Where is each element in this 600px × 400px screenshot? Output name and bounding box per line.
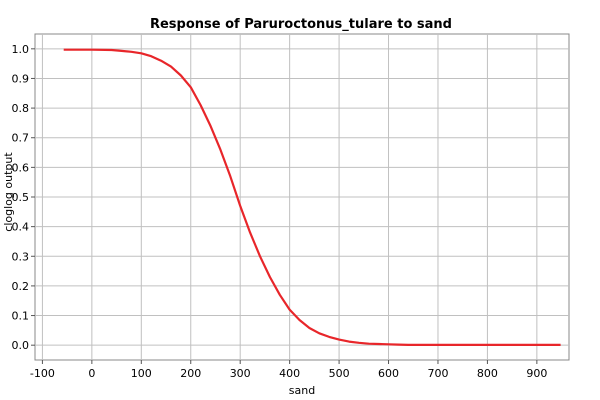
x-axis: -100 0 100 200 300 400 500 600 700 800 900 [30,360,547,380]
grid [35,34,569,360]
x-tick-label: 500 [329,367,350,380]
y-tick-label: 0.3 [12,250,30,263]
x-tick-label: 600 [378,367,399,380]
y-tick-label: 0.9 [12,72,30,85]
chart-title: Response of Paruroctonus_tulare to sand [150,17,452,32]
x-tick-label: 900 [526,367,547,380]
y-axis-label: cloglog output [2,152,15,232]
x-tick-label: 100 [131,367,152,380]
y-tick-label: 0.1 [12,310,30,323]
y-tick-label: 0.7 [12,132,30,145]
y-tick-label: 0.5 [12,191,30,204]
x-tick-label: 0 [88,367,95,380]
y-tick-label: 0.8 [12,102,30,115]
x-axis-label: sand [289,384,315,397]
x-tick-label: 700 [427,367,448,380]
x-tick-label: 200 [180,367,201,380]
x-tick-label: 300 [230,367,251,380]
y-tick-label: 0.2 [12,280,30,293]
series-line-0 [63,48,561,346]
y-tick-label: 0.0 [12,339,30,352]
y-tick-label: 0.4 [12,221,30,234]
series-group [63,48,561,346]
y-axis: 0.0 0.1 0.2 0.3 0.4 0.5 0.6 0.7 0.8 0.9 1.0 [12,43,35,352]
x-tick-label: -100 [30,367,55,380]
x-tick-label: 800 [477,367,498,380]
y-tick-label: 0.6 [12,161,30,174]
x-tick-label: 400 [279,367,300,380]
y-tick-label: 1.0 [12,43,30,56]
